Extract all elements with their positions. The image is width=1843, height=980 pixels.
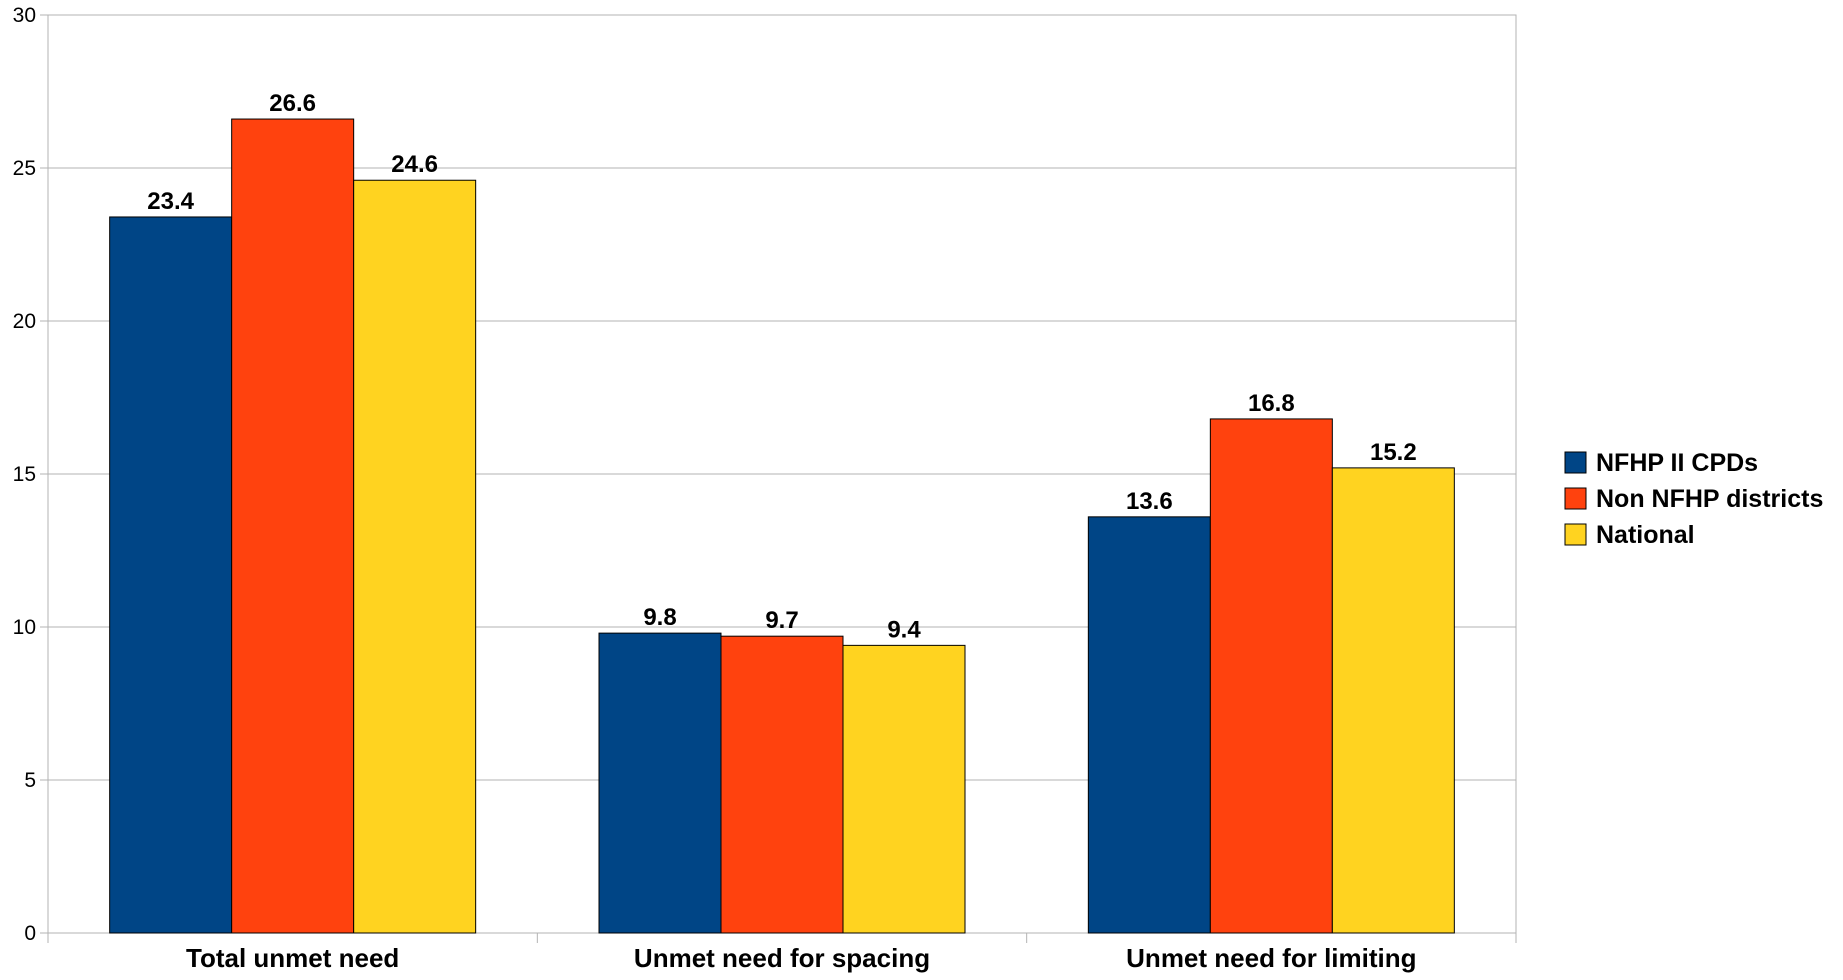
legend-swatch — [1564, 451, 1587, 474]
data-label: 9.8 — [643, 604, 676, 631]
legend-swatch — [1564, 487, 1587, 510]
data-label: 23.4 — [147, 188, 194, 215]
bar — [842, 644, 966, 934]
y-axis: 0 5 10 15 20 25 30 — [13, 4, 48, 945]
y-tick-label: 15 — [13, 463, 36, 486]
legend-label: National — [1596, 521, 1695, 549]
y-tick-label: 10 — [13, 616, 36, 639]
bar — [1331, 467, 1455, 934]
y-tick-label: 0 — [24, 922, 36, 945]
legend-label: Non NFHP districts — [1596, 485, 1823, 513]
legend-label: NFHP II CPDs — [1596, 449, 1758, 477]
data-label: 16.8 — [1248, 390, 1295, 417]
data-label: 9.7 — [765, 607, 798, 634]
y-tick-label: 5 — [24, 769, 36, 792]
x-tick-label: Unmet need for limiting — [1126, 943, 1416, 973]
legend: NFHP II CPDs Non NFHP districts National — [1564, 449, 1823, 549]
data-label: 24.6 — [391, 151, 438, 178]
x-tick-label: Unmet need for spacing — [634, 943, 930, 973]
data-label: 9.4 — [887, 616, 921, 643]
bar — [1209, 418, 1333, 934]
data-label: 26.6 — [269, 90, 316, 117]
bar — [231, 118, 355, 934]
y-tick-label: 25 — [13, 157, 36, 180]
bar — [353, 179, 477, 934]
x-axis: Total unmet need Unmet need for spacing Un… — [47, 933, 1517, 973]
legend-item: NFHP II CPDs — [1564, 449, 1758, 477]
data-label: 15.2 — [1370, 439, 1417, 466]
data-labels: 23.4 26.6 24.6 9.8 9.7 9.4 13.6 16.8 15.2 — [147, 90, 1416, 643]
bar — [720, 635, 844, 934]
data-label: 13.6 — [1126, 488, 1173, 515]
y-tick-label: 20 — [13, 310, 36, 333]
legend-swatch — [1564, 523, 1587, 546]
x-tick-label: Total unmet need — [186, 943, 399, 973]
legend-item: National — [1564, 521, 1695, 549]
bar — [1087, 516, 1211, 934]
legend-item: Non NFHP districts — [1564, 485, 1823, 513]
y-tick-label: 30 — [13, 4, 36, 27]
bar — [598, 632, 722, 934]
bars — [109, 118, 1455, 934]
bar — [109, 216, 233, 934]
